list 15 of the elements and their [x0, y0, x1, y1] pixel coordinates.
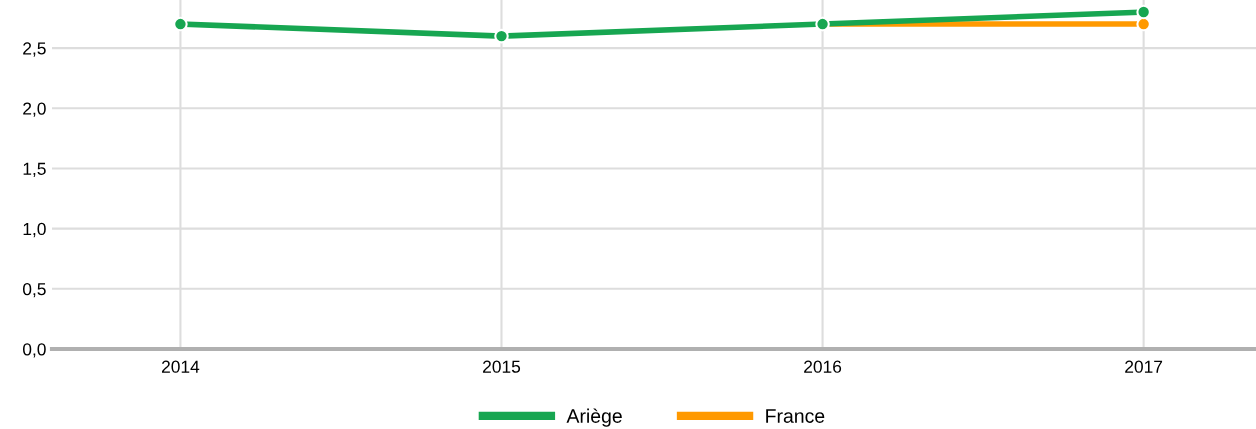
point [173, 16, 188, 32]
y-tick-label: 0,0 [22, 343, 46, 358]
y-tick-label: 1,5 [23, 162, 46, 177]
y-tick-label: 1,0 [23, 222, 46, 238]
point [1136, 4, 1151, 20]
y-tick-label: 0,5 [22, 283, 46, 298]
x-tick-label: 2015 [483, 360, 521, 373]
x-tick-label: 2017 [1125, 360, 1163, 373]
y-tick-label: 2,0 [23, 102, 46, 117]
x-tick-label: 2016 [804, 360, 842, 373]
y-tick-label: 2,5 [23, 42, 46, 57]
legend-label: Ariège [566, 408, 622, 427]
point [494, 28, 509, 44]
legend-label: France [766, 409, 825, 423]
x-tick-label: 2014 [161, 360, 200, 373]
